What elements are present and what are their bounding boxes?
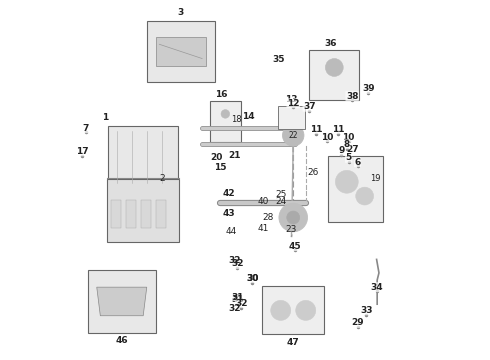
Text: 44: 44 <box>225 227 236 236</box>
Bar <box>210 100 241 141</box>
Text: 1: 1 <box>101 113 108 122</box>
Text: 32: 32 <box>235 299 247 308</box>
Text: 31: 31 <box>231 295 244 304</box>
Bar <box>88 270 156 333</box>
Text: 36: 36 <box>324 39 337 48</box>
Text: 32: 32 <box>228 256 241 265</box>
Text: 16: 16 <box>215 90 227 99</box>
Text: 2: 2 <box>159 174 165 183</box>
Text: 45: 45 <box>289 242 301 251</box>
Text: 17: 17 <box>76 147 89 156</box>
Text: 35: 35 <box>273 55 285 64</box>
Circle shape <box>279 203 308 232</box>
Bar <box>142 200 151 228</box>
Polygon shape <box>97 287 147 316</box>
Bar <box>107 179 179 242</box>
Text: 32: 32 <box>231 260 244 269</box>
Bar <box>126 200 136 228</box>
Text: 24: 24 <box>275 197 286 206</box>
Text: 8: 8 <box>343 140 350 149</box>
Bar <box>147 21 215 82</box>
Text: 9: 9 <box>338 146 344 155</box>
Text: 27: 27 <box>346 145 359 154</box>
Text: 22: 22 <box>289 131 298 140</box>
Text: 10: 10 <box>343 132 355 141</box>
Text: 37: 37 <box>303 102 316 111</box>
Bar <box>262 286 324 334</box>
Text: 7: 7 <box>83 124 89 133</box>
Text: 18: 18 <box>231 115 242 124</box>
Text: 30: 30 <box>246 274 258 283</box>
Text: 3: 3 <box>177 9 184 18</box>
Text: 23: 23 <box>286 225 297 234</box>
Text: 43: 43 <box>222 208 235 217</box>
Text: 21: 21 <box>228 152 241 161</box>
Text: 26: 26 <box>308 168 319 177</box>
Text: 6: 6 <box>354 158 361 167</box>
Text: 28: 28 <box>262 213 273 222</box>
Text: 12: 12 <box>287 99 299 108</box>
Text: 13: 13 <box>285 95 298 104</box>
Text: 29: 29 <box>351 318 364 327</box>
Text: 30: 30 <box>246 274 258 283</box>
Circle shape <box>221 110 230 118</box>
Circle shape <box>296 300 316 320</box>
Text: 41: 41 <box>257 224 269 233</box>
Text: 47: 47 <box>287 338 299 347</box>
Text: 39: 39 <box>362 84 374 93</box>
Bar <box>309 50 359 100</box>
Text: 20: 20 <box>210 153 222 162</box>
Text: 31: 31 <box>232 293 244 302</box>
Text: 33: 33 <box>360 306 373 315</box>
Text: 11: 11 <box>310 125 323 134</box>
Text: 5: 5 <box>345 153 352 162</box>
Bar <box>328 156 383 222</box>
Text: 42: 42 <box>222 189 235 198</box>
Circle shape <box>335 170 358 193</box>
Bar <box>156 200 167 228</box>
Circle shape <box>283 125 304 146</box>
Polygon shape <box>156 37 206 66</box>
Text: 25: 25 <box>275 190 287 199</box>
Text: 46: 46 <box>116 336 128 345</box>
Text: 40: 40 <box>257 197 269 206</box>
Circle shape <box>270 300 291 320</box>
Text: 19: 19 <box>370 174 381 183</box>
Bar <box>108 126 178 188</box>
Text: 38: 38 <box>346 91 358 100</box>
Text: 11: 11 <box>332 125 344 134</box>
Circle shape <box>325 59 343 76</box>
Circle shape <box>356 187 373 205</box>
Text: 14: 14 <box>242 112 255 121</box>
Text: 10: 10 <box>321 132 333 141</box>
Text: 32: 32 <box>228 304 241 313</box>
Circle shape <box>287 211 300 224</box>
Text: 34: 34 <box>371 283 384 292</box>
Text: 15: 15 <box>214 163 226 172</box>
Bar <box>278 106 305 129</box>
Bar <box>111 200 122 228</box>
